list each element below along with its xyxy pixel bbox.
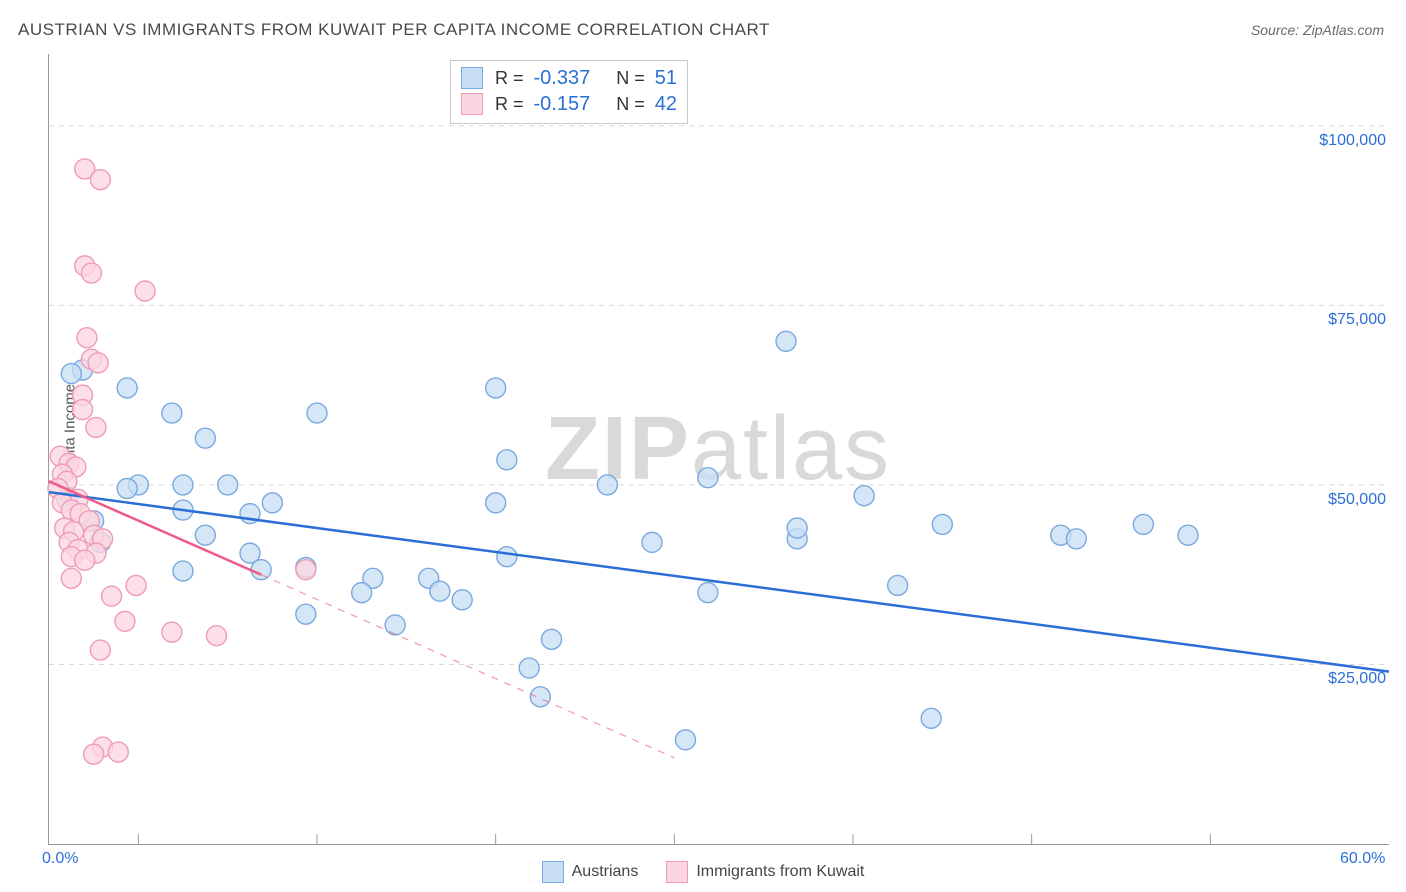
series-label: Austrians <box>572 863 639 881</box>
y-tick-label: $25,000 <box>1306 670 1386 688</box>
r-value: -0.337 <box>534 65 591 91</box>
legend-swatch <box>461 67 483 89</box>
r-label: R = <box>495 91 524 117</box>
series-label: Immigrants from Kuwait <box>696 863 864 881</box>
x-axis-end-label: 60.0% <box>1340 850 1385 868</box>
legend-row: R = -0.157 N = 42 <box>461 91 677 117</box>
r-label: R = <box>495 65 524 91</box>
y-tick-label: $100,000 <box>1306 132 1386 150</box>
legend-swatch <box>461 93 483 115</box>
series-legend-item: Immigrants from Kuwait <box>666 861 864 883</box>
source-attribution: Source: ZipAtlas.com <box>1251 22 1384 38</box>
n-value: 51 <box>655 65 677 91</box>
y-tick-label: $50,000 <box>1306 491 1386 509</box>
series-legend: Austrians Immigrants from Kuwait <box>0 861 1406 888</box>
y-tick-label: $75,000 <box>1306 311 1386 329</box>
chart-title: AUSTRIAN VS IMMIGRANTS FROM KUWAIT PER C… <box>18 20 770 40</box>
n-label: N = <box>616 65 645 91</box>
legend-swatch <box>666 861 688 883</box>
x-axis-start-label: 0.0% <box>42 850 78 868</box>
r-value: -0.157 <box>534 91 591 117</box>
legend-row: R = -0.337 N = 51 <box>461 65 677 91</box>
chart-plot-area <box>48 54 1389 845</box>
scatter-plot-svg <box>49 54 1389 844</box>
correlation-legend: R = -0.337 N = 51 R = -0.157 N = 42 <box>450 60 688 124</box>
n-value: 42 <box>655 91 677 117</box>
series-legend-item: Austrians <box>542 861 639 883</box>
n-label: N = <box>616 91 645 117</box>
legend-swatch <box>542 861 564 883</box>
